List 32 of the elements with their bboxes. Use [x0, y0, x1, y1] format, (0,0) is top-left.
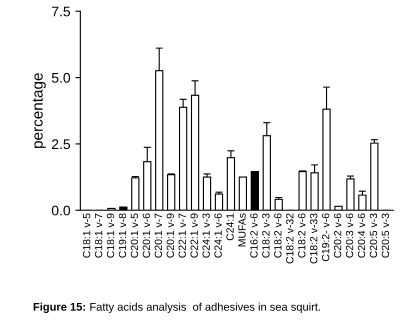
x-tick-label: C20:1 v-9: [166, 214, 174, 258]
x-tick-label: C20:4 v-6: [358, 213, 366, 258]
x-tick-label: C18:2 v-33: [310, 213, 318, 264]
x-tick-label: C18:2 v-6: [298, 213, 306, 258]
x-tick-label: C20:1 v-5: [130, 213, 138, 258]
y-tick-label: 5.0: [52, 72, 70, 83]
x-tick-label: C18:2 v-32: [286, 214, 294, 264]
x-tick-label: C22:1 v-7: [178, 214, 186, 258]
x-tick-label: C20:2 v-6: [334, 213, 342, 258]
x-tick-label: C20:1 v-6: [142, 213, 150, 258]
x-tick-label: C18:1 v-7: [94, 214, 102, 258]
x-tick-label: C20:3 v-6: [346, 213, 354, 258]
x-tick-label: C18:1 v-5: [82, 213, 90, 258]
x-tick-label: C20:1 v-7: [154, 214, 162, 258]
x-tick-label: C18:2 v-3: [262, 213, 270, 258]
x-tick-label: C18:2 v-6: [274, 213, 282, 258]
x-tick-label: C19:1 v-8: [118, 213, 126, 258]
x-tick-label: C24:1: [226, 214, 234, 240]
y-axis-title: percentage: [32, 73, 46, 148]
caption: Figure 15: Fatty acids analysis of adhesives in sea squirt.: [34, 302, 320, 313]
y-tick-label: 0.0: [52, 206, 70, 216]
x-tick-label: MUFAs: [238, 213, 246, 246]
y-tick-label: 2.5: [52, 139, 70, 150]
x-tick-label: C22:1 v-9: [190, 214, 198, 258]
x-tick-label: C19:2- v-6: [322, 213, 330, 262]
x-tick-label: C20:5 v-3: [382, 213, 390, 258]
y-tick-label: 7.5: [52, 6, 70, 16]
x-tick-label: C24:1 v-6: [214, 213, 222, 258]
x-tick-label: C20:5 v-3: [370, 213, 378, 258]
x-tick-label: C18:1 v-9: [106, 214, 114, 258]
x-tick-label: C24:1 v-3: [202, 213, 210, 258]
x-tick-label: C16:2 v-6: [250, 213, 258, 258]
